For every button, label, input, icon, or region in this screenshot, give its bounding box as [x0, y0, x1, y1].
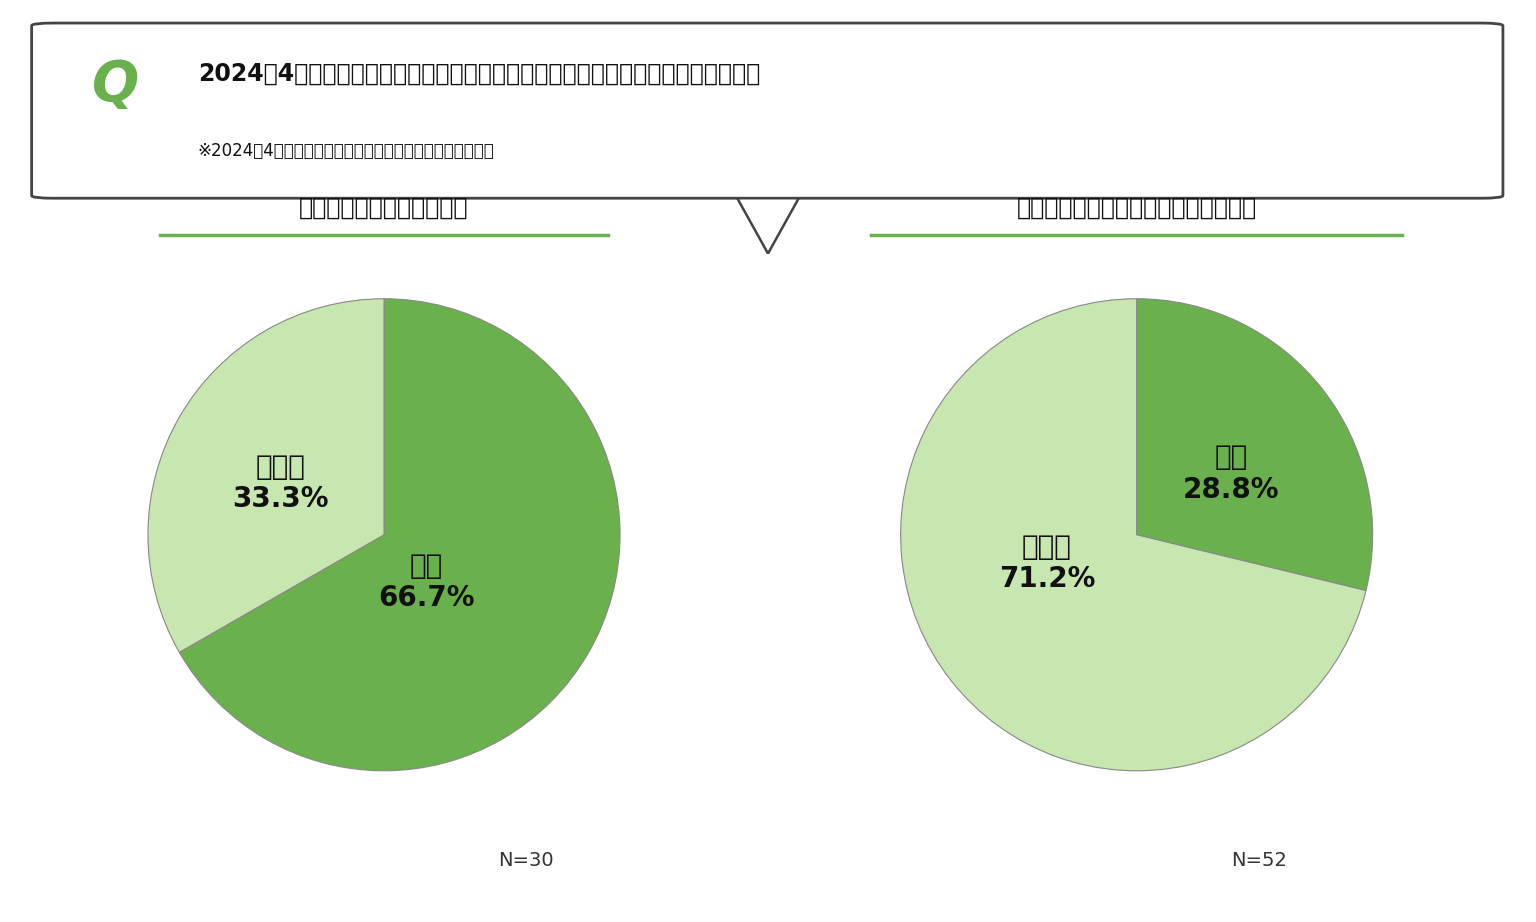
Wedge shape: [147, 299, 384, 653]
Title: 賃貸マンション・アパート・一戸建て: 賃貸マンション・アパート・一戸建て: [1017, 195, 1256, 219]
Text: N=30: N=30: [498, 851, 553, 870]
Text: N=52: N=52: [1232, 851, 1287, 870]
Text: はい
28.8%: はい 28.8%: [1183, 443, 1279, 503]
Title: 新築一戸建て（建売住宅）: 新築一戸建て（建売住宅）: [300, 195, 468, 219]
Text: ※2024年4月以降に住宅を購入または賃貸物件を契約した人: ※2024年4月以降に住宅を購入または賃貸物件を契約した人: [198, 142, 495, 160]
Wedge shape: [180, 299, 621, 771]
Wedge shape: [900, 299, 1366, 771]
FancyBboxPatch shape: [32, 23, 1502, 198]
Text: いいえ
71.2%: いいえ 71.2%: [998, 533, 1095, 593]
Text: 2024年4月にスタートした、「建築物の省エネ性能表示制度」を知っていますか。: 2024年4月にスタートした、「建築物の省エネ性能表示制度」を知っていますか。: [198, 62, 760, 86]
Text: いいえ
33.3%: いいえ 33.3%: [232, 453, 329, 513]
Text: はい
66.7%: はい 66.7%: [378, 551, 475, 612]
Text: Q: Q: [92, 58, 138, 112]
Polygon shape: [737, 198, 799, 254]
Wedge shape: [1137, 299, 1373, 591]
